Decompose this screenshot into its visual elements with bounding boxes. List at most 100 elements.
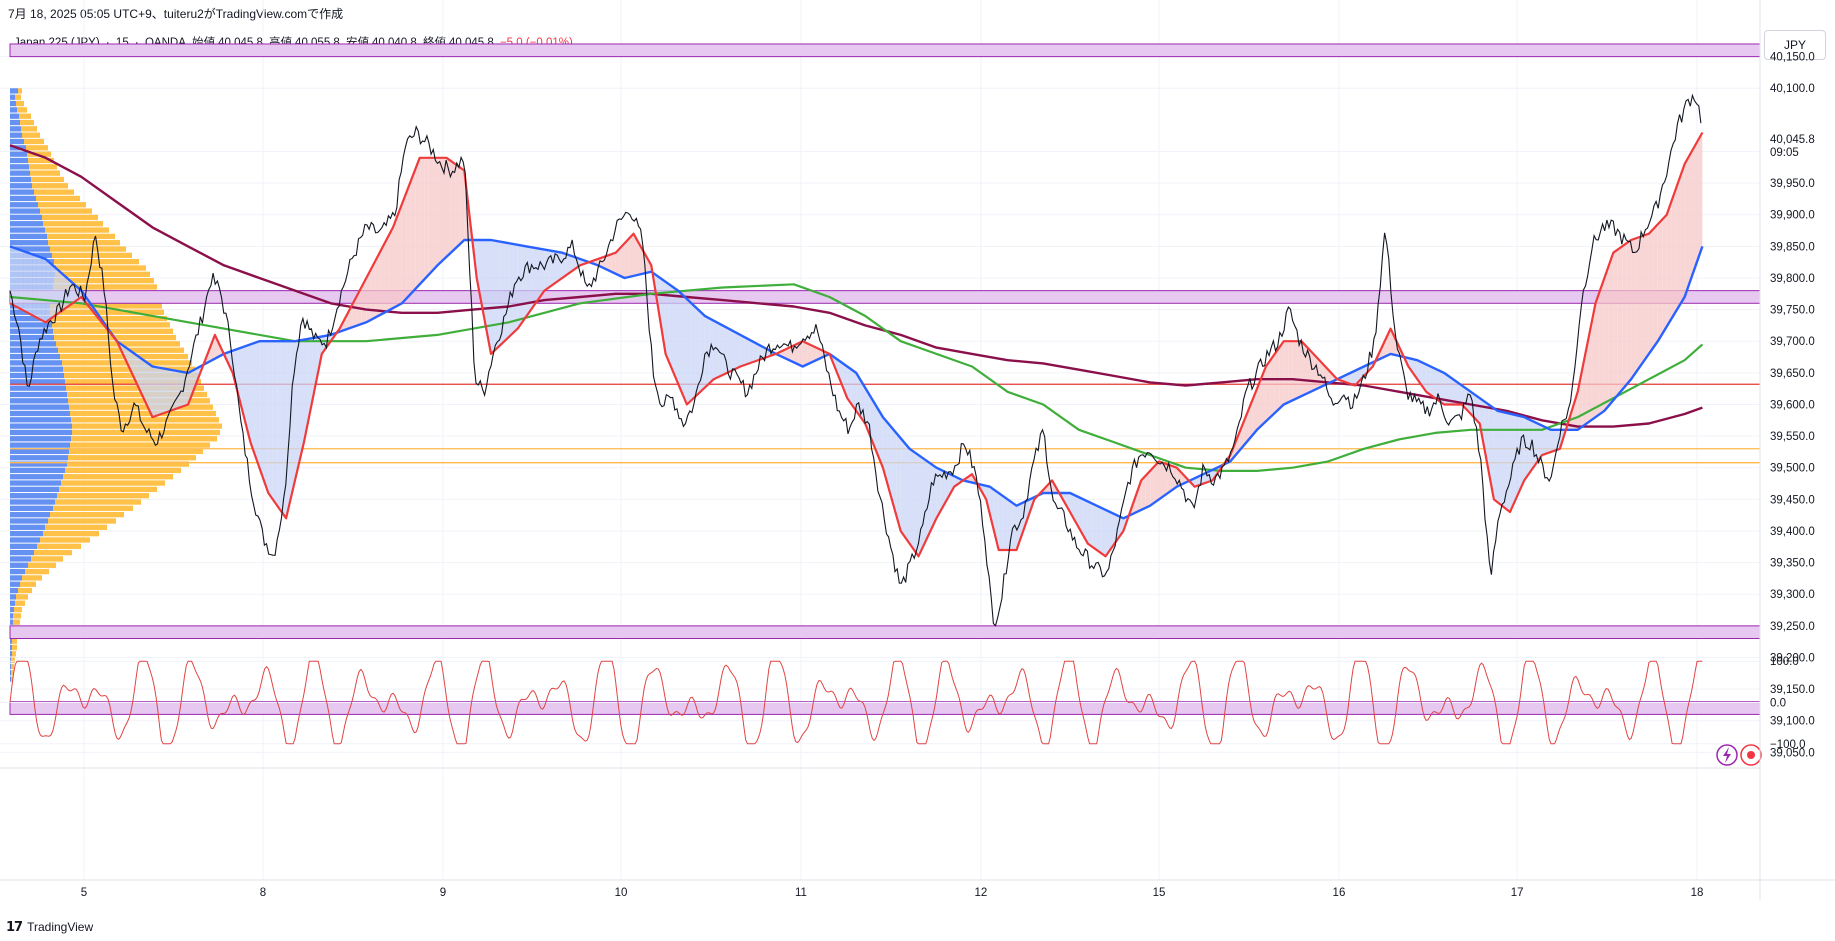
- ma-cloud-segment: [1283, 341, 1289, 405]
- price-tick-label: 39,500.0: [1770, 463, 1815, 475]
- record-icon[interactable]: [1740, 744, 1762, 766]
- volume-profile-bar-down: [20, 581, 36, 587]
- volume-profile-bar-up: [10, 183, 32, 189]
- ma-cloud-segment: [1159, 461, 1164, 500]
- ma-cloud-segment: [299, 339, 304, 462]
- volume-profile-bar-up: [10, 176, 31, 183]
- volume-profile-bar-up: [10, 594, 16, 600]
- ma-cloud-segment: [459, 167, 465, 245]
- ma-cloud-segment: [918, 455, 923, 557]
- ma-cloud-segment: [722, 325, 728, 375]
- volume-profile-bar-down: [30, 170, 60, 176]
- date-tick-label: 17: [1511, 887, 1524, 899]
- ma-cloud-segment: [1096, 505, 1102, 554]
- volume-profile-bar-down: [19, 113, 31, 119]
- ma-cloud-segment: [27, 252, 33, 316]
- ma-cloud-segment: [1537, 423, 1543, 462]
- volume-profile-bar-down: [14, 606, 22, 613]
- green-moving-average: [9, 283, 1704, 472]
- ma-cloud-segment: [629, 233, 634, 277]
- ma-cloud-segment: [1595, 290, 1600, 418]
- tradingview-logo[interactable]: 𝟭𝟳 TradingView: [6, 919, 93, 935]
- ma-cloud-segment: [1684, 156, 1690, 297]
- volume-profile-bar-up: [10, 202, 38, 208]
- ma-cloud-segment: [566, 254, 572, 275]
- ma-cloud-segment: [709, 318, 714, 384]
- ma-cloud-segment: [1261, 366, 1266, 426]
- ma-cloud-segment: [415, 157, 420, 290]
- volume-profile-bar-down: [38, 202, 86, 208]
- oscillator-line: [9, 660, 1703, 745]
- volume-profile-bar-up: [10, 448, 69, 455]
- countdown-label: 09:05: [1770, 147, 1799, 159]
- ma-cloud-segment: [139, 357, 144, 399]
- ma-cloud-segment: [192, 368, 198, 393]
- volume-profile-bar-down: [72, 423, 222, 429]
- ma-cloud-segment: [682, 294, 687, 405]
- ma-cloud-segment: [744, 337, 750, 365]
- ma-cloud-segment: [1279, 341, 1284, 409]
- ma-cloud-segment: [1363, 364, 1369, 377]
- oscillator-pane: 100.0 0.0 −100.0: [0, 656, 1806, 751]
- ma-cloud-segment: [615, 247, 621, 276]
- volume-profile-bar-up: [10, 474, 63, 480]
- ma-cloud-segment: [379, 244, 385, 316]
- currency-button[interactable]: JPY: [1764, 30, 1826, 60]
- ma-cloud-segment: [949, 474, 955, 495]
- volume-profile-bar-down: [18, 88, 22, 94]
- volume-profile-bar-up: [10, 613, 13, 619]
- date-tick-label: 10: [615, 887, 628, 899]
- ma-cloud-segment: [1003, 496, 1008, 550]
- volume-profile-bar-up: [10, 423, 72, 429]
- ma-cloud-segment: [1083, 499, 1088, 544]
- volume-profile-bar-down: [53, 505, 133, 512]
- ma-cloud-segment: [1181, 472, 1186, 485]
- volume-profile-bar-up: [10, 499, 55, 505]
- volume-profile-bar-down: [64, 372, 198, 379]
- ma-cloud-segment: [125, 347, 131, 370]
- ma-cloud-segment: [1092, 503, 1097, 550]
- ma-cloud-segment: [517, 244, 523, 329]
- ma-cloud-segment: [277, 341, 282, 513]
- volume-profile-bar-up: [10, 676, 11, 682]
- ma-cloud-segment: [1421, 362, 1427, 392]
- ma-cloud-segment: [1444, 372, 1449, 405]
- date-tick-label: 15: [1153, 887, 1166, 899]
- ma-cloud-segment: [900, 438, 906, 538]
- price-tick-label: 39,700.0: [1770, 336, 1815, 348]
- volume-profile-bar-down: [65, 379, 201, 385]
- volume-profile-bar-down: [22, 132, 40, 138]
- price-tick-label: 40,100.0: [1770, 83, 1815, 95]
- ma-cloud-segment: [1110, 512, 1115, 550]
- osc-tick-label: −100.0: [1770, 739, 1806, 751]
- ma-cloud-segment: [1671, 189, 1676, 320]
- price-tick-label: 39,600.0: [1770, 399, 1815, 411]
- ma-cloud-segment: [1546, 427, 1551, 454]
- ma-cloud-segment: [170, 369, 175, 411]
- ma-cloud-segment: [1542, 425, 1547, 456]
- volume-profile-bar-down: [22, 575, 42, 581]
- ma-cloud-segment: [210, 334, 215, 362]
- ma-cloud-segment: [1208, 469, 1213, 482]
- ma-cloud-segment: [148, 363, 153, 418]
- ma-cloud-segment: [375, 252, 380, 318]
- ma-cloud-segment: [1608, 252, 1614, 406]
- support-resistance-zone: [9, 625, 1761, 640]
- volume-profile-bar-down: [29, 164, 57, 170]
- blue-moving-average: [9, 238, 1704, 520]
- volume-profile-bar-up: [10, 208, 40, 214]
- ma-cloud-segment: [1631, 238, 1636, 380]
- ma-cloud-segment: [406, 181, 411, 299]
- ma-cloud-segment: [802, 341, 808, 367]
- ma-cloud-segment: [165, 368, 171, 413]
- price-tick-label: 40,150.0: [1770, 52, 1815, 64]
- lightning-icon[interactable]: [1716, 744, 1738, 766]
- ma-cloud-segment: [611, 252, 616, 274]
- volume-profile-bar-down: [45, 524, 107, 530]
- volume-profile-bar-up: [10, 341, 56, 347]
- volume-profile-bar-down: [31, 556, 63, 562]
- ma-cloud-segment: [370, 261, 376, 320]
- volume-profile-bar-down: [24, 138, 44, 145]
- volume-profile-bar-up: [10, 467, 65, 474]
